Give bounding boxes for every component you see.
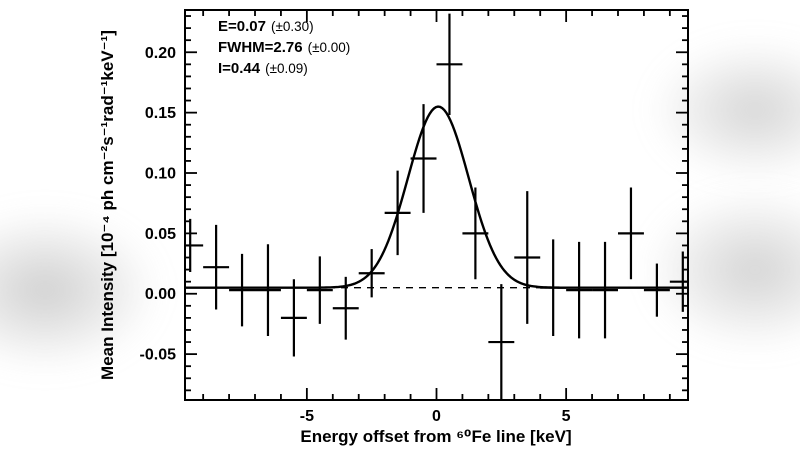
tick-labels: -5 0 5 -0.05 0.00 0.05 0.10 0.15 0.20 — [140, 45, 571, 425]
x-axis-title: Energy offset from ⁶⁰Fe line [keV] — [300, 427, 572, 446]
fit-intensity-value: I=0.44 — [218, 60, 261, 77]
y-tick-label: 0.05 — [145, 226, 176, 243]
fit-fwhm-value: FWHM=2.76 — [218, 39, 303, 56]
y-tick-label: 0.20 — [145, 45, 176, 62]
fit-energy-error: (±0.30) — [270, 19, 314, 34]
y-tick-label: 0.15 — [145, 105, 176, 122]
fit-annotation-line-intensity: I=0.44 (±0.09) — [218, 58, 350, 79]
y-tick-label: -0.05 — [140, 347, 177, 364]
x-tick-label: 0 — [432, 408, 441, 425]
fit-annotation-line-energy: E=0.07 (±0.30) — [218, 16, 350, 37]
y-axis-title: Mean Intensity [10⁻⁴ ph cm⁻²s⁻¹rad⁻¹keV⁻… — [98, 30, 117, 380]
x-tick-label: -5 — [300, 408, 314, 425]
fit-annotation: E=0.07 (±0.30) FWHM=2.76 (±0.00) I=0.44 (±0… — [218, 16, 350, 79]
y-tick-label: 0.00 — [145, 286, 176, 303]
fit-fwhm-error: (±0.00) — [307, 40, 351, 55]
x-tick-label: 5 — [562, 408, 571, 425]
y-tick-label: 0.10 — [145, 166, 176, 183]
fit-intensity-error: (±0.09) — [265, 61, 308, 76]
fit-energy-value: E=0.07 — [218, 18, 266, 35]
fit-annotation-line-fwhm: FWHM=2.76 (±0.00) — [218, 37, 350, 58]
gaussian-fit-curve — [185, 105, 687, 289]
